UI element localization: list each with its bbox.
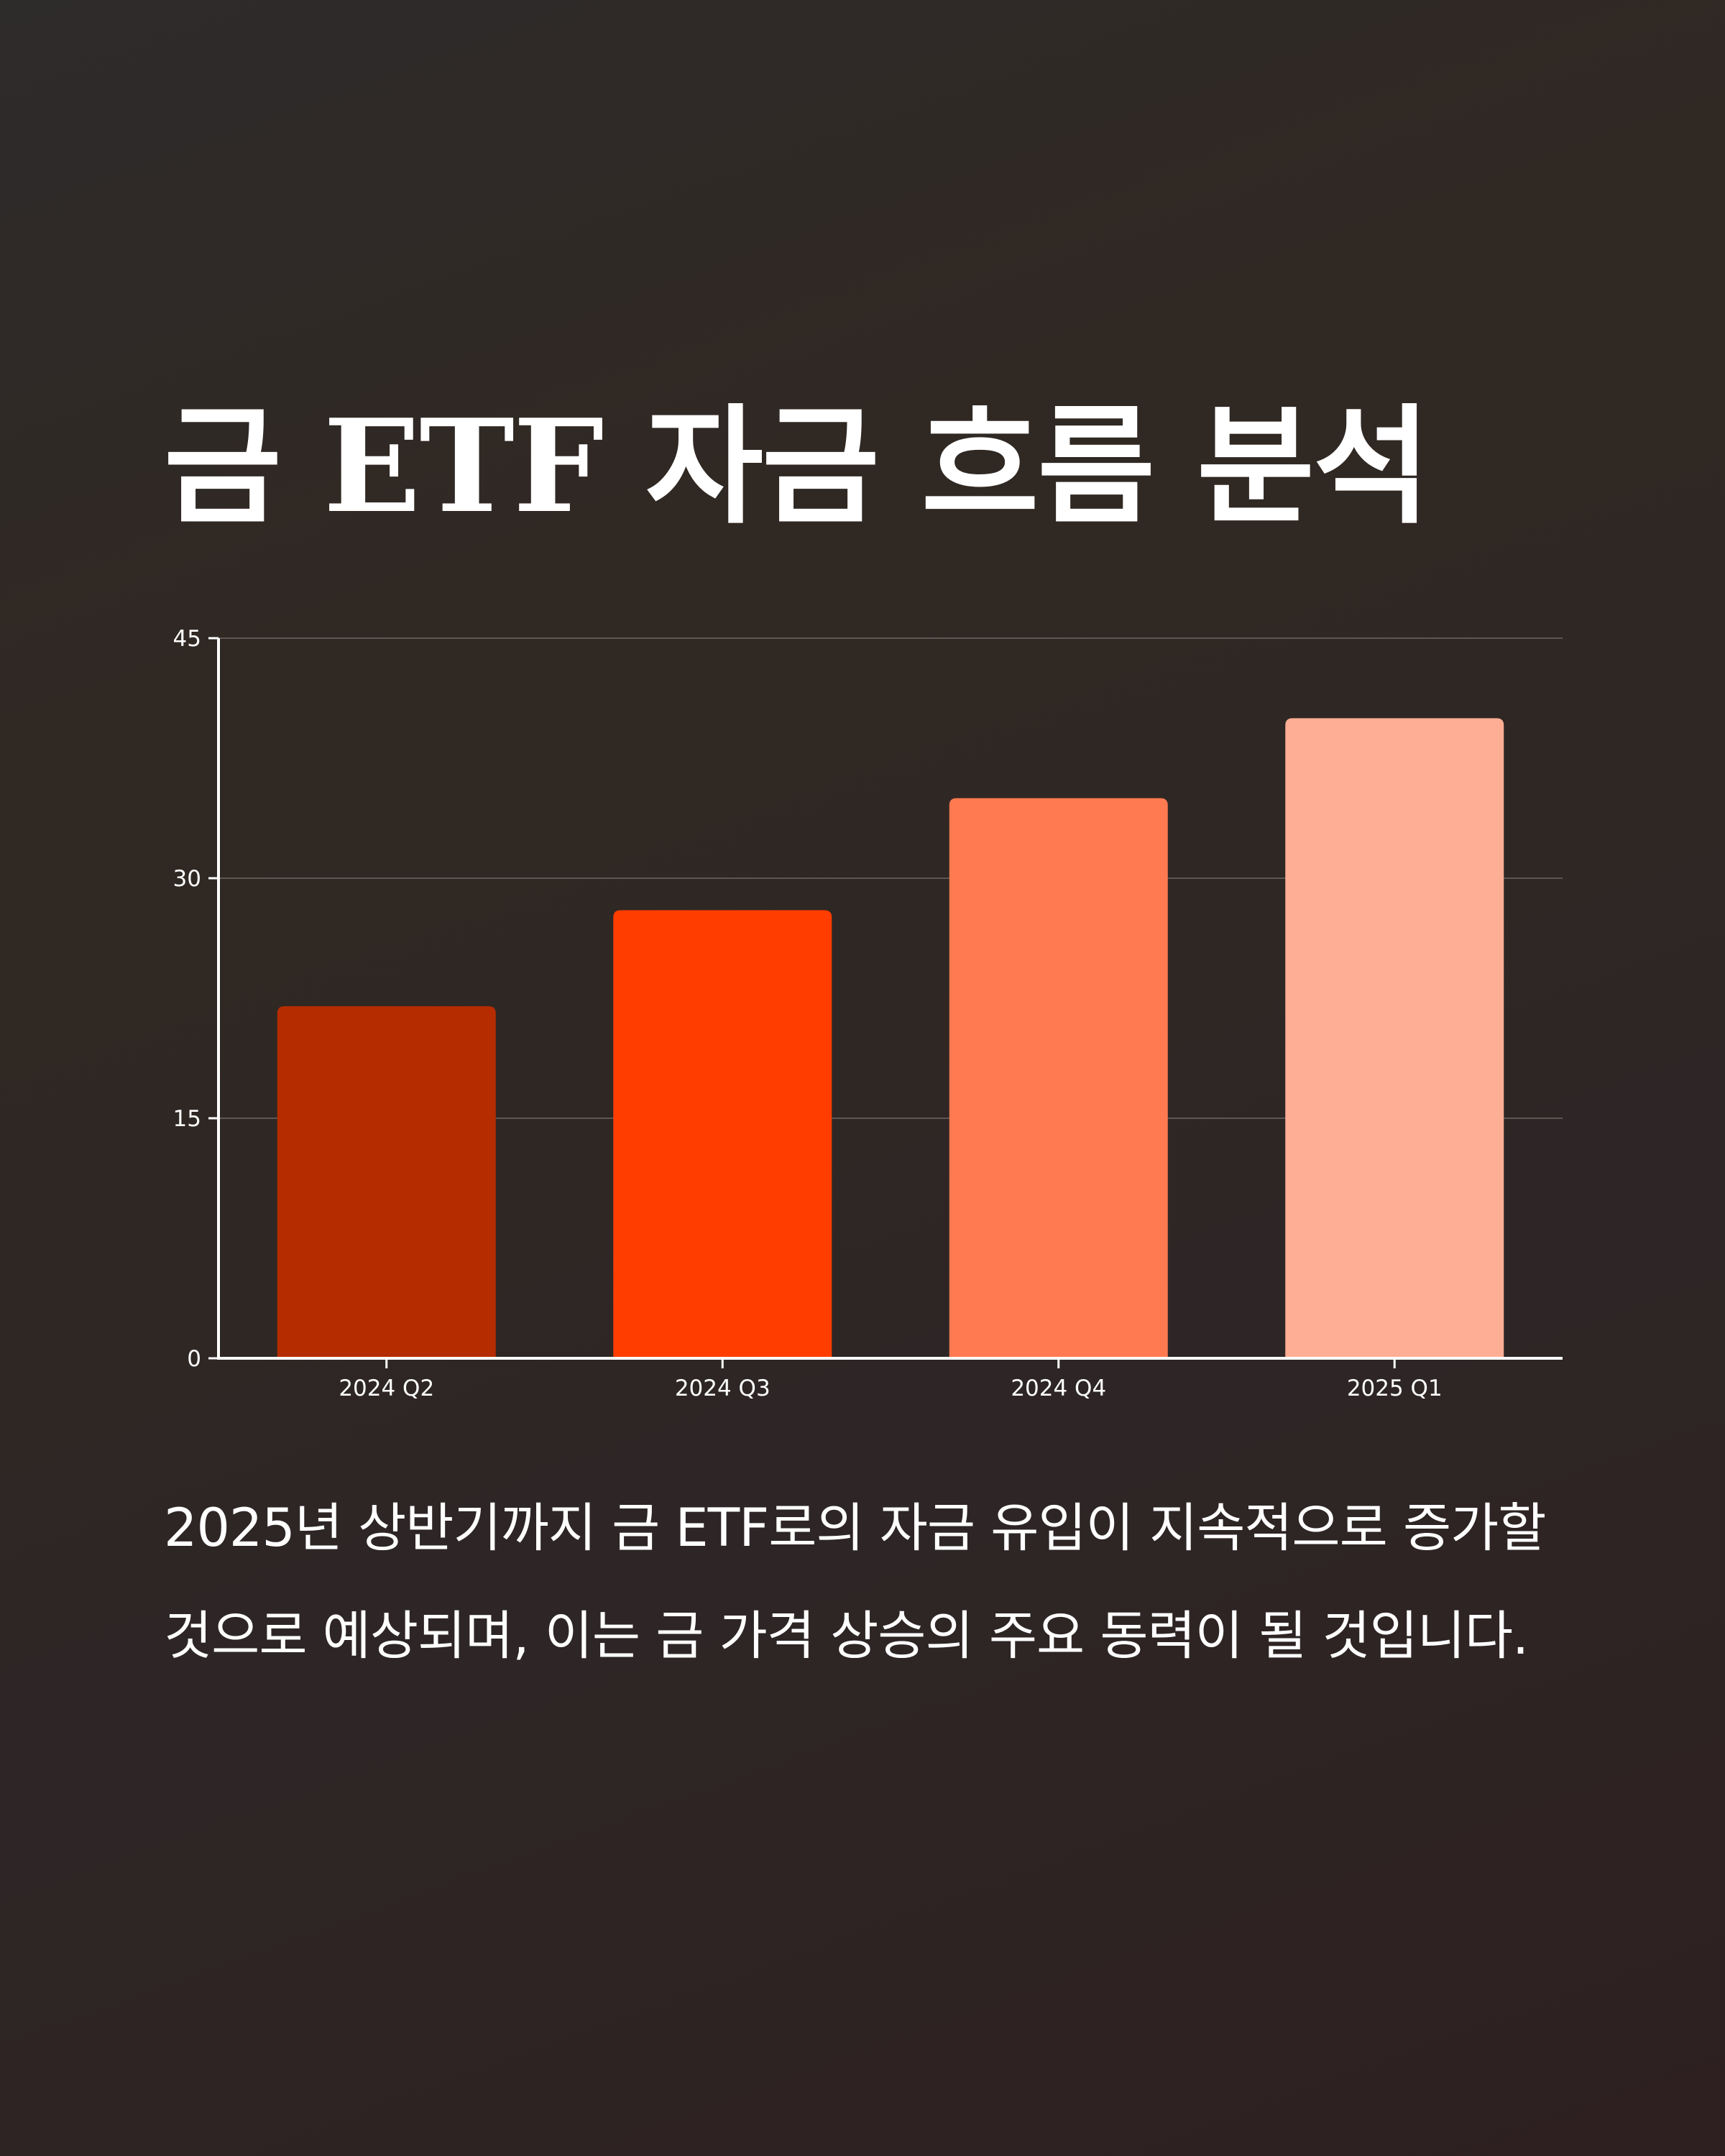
description-text: 2025년 상반기까지 금 ETF로의 자금 유입이 지속적으로 증가할 것으로… <box>164 1498 1546 1667</box>
y-tick-label: 45 <box>173 626 201 652</box>
y-tick-label: 30 <box>173 866 201 892</box>
x-tick-label: 2024 Q4 <box>1011 1376 1106 1401</box>
x-tick-label: 2024 Q2 <box>339 1376 434 1401</box>
y-tick-label: 15 <box>173 1106 201 1132</box>
bar <box>613 910 832 1358</box>
y-tick-label: 0 <box>187 1346 201 1372</box>
page-title: 금 ETF 자금 흐름 분석 <box>164 391 1431 541</box>
bar <box>277 1006 496 1358</box>
x-tick-label: 2025 Q1 <box>1347 1376 1443 1401</box>
x-tick-label: 2024 Q3 <box>675 1376 770 1401</box>
bar <box>1285 718 1504 1358</box>
bar <box>949 798 1168 1358</box>
